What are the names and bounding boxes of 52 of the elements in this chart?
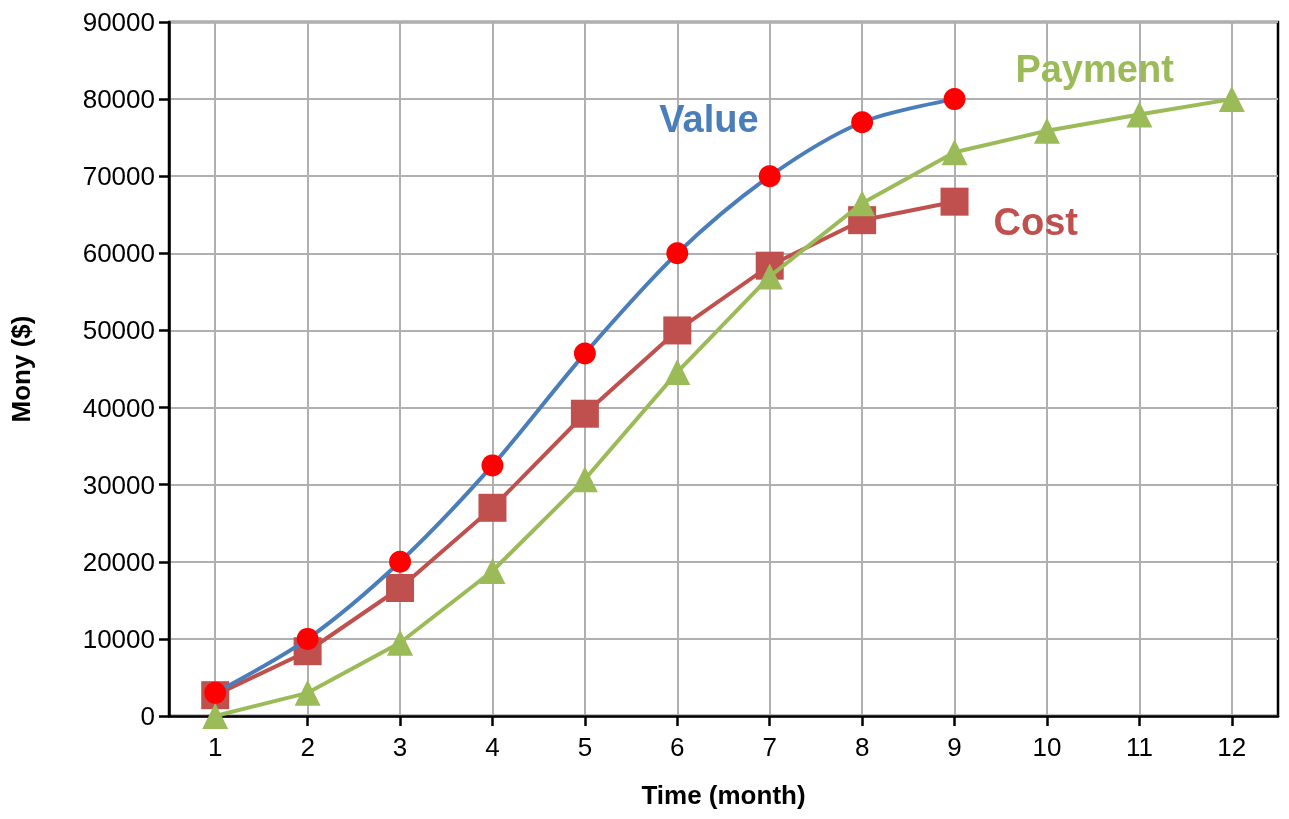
x-axis-title: Time (month) — [641, 780, 806, 810]
point — [573, 342, 596, 365]
point — [849, 190, 876, 217]
y-tick-label: 60000 — [82, 238, 155, 269]
point — [386, 574, 415, 602]
point — [202, 703, 229, 729]
point — [941, 139, 968, 166]
y-tick-label: 10000 — [82, 623, 155, 654]
y-axis-title: Mony ($) — [6, 315, 36, 423]
x-tick-label: 9 — [947, 732, 962, 762]
point — [571, 466, 598, 493]
x-tick-label: 10 — [1032, 732, 1062, 762]
point — [940, 187, 969, 216]
x-tick-label: 5 — [577, 732, 593, 762]
point — [663, 316, 692, 345]
x-tick-label: 11 — [1125, 732, 1153, 762]
point — [296, 627, 319, 650]
y-tick-label: 20000 — [82, 546, 155, 577]
point — [1033, 117, 1060, 144]
x-tick-label: 7 — [762, 732, 777, 762]
point — [570, 399, 599, 428]
point — [758, 165, 781, 188]
x-tick-label: 4 — [485, 732, 500, 762]
point — [294, 679, 321, 706]
point — [666, 242, 689, 265]
x-tick-label: 12 — [1217, 732, 1247, 762]
point — [1218, 86, 1245, 113]
x-tick-label: 2 — [300, 732, 315, 762]
x-tick-label: 1 — [207, 732, 223, 762]
y-tick-label: 70000 — [82, 161, 155, 192]
y-tick-label: 0 — [140, 701, 155, 731]
x-tick-label: 3 — [392, 732, 408, 762]
y-tick-label: 30000 — [82, 469, 155, 500]
series-label: Value — [659, 98, 759, 141]
series-label: Payment — [1015, 48, 1175, 91]
point — [664, 359, 691, 386]
y-tick-label: 50000 — [82, 315, 155, 346]
point — [943, 88, 966, 111]
point — [851, 111, 874, 134]
point — [479, 558, 506, 585]
x-tick-label: 6 — [670, 732, 685, 762]
point — [389, 550, 412, 573]
series-label: Cost — [993, 200, 1079, 243]
x-tick-label: 8 — [854, 732, 870, 762]
point — [1126, 101, 1153, 128]
point — [478, 493, 507, 522]
point — [481, 454, 504, 477]
y-tick-label: 80000 — [82, 84, 155, 115]
point — [387, 629, 414, 656]
point — [756, 263, 783, 290]
y-tick-label: 40000 — [82, 392, 155, 423]
y-tick-label: 90000 — [82, 7, 155, 37]
